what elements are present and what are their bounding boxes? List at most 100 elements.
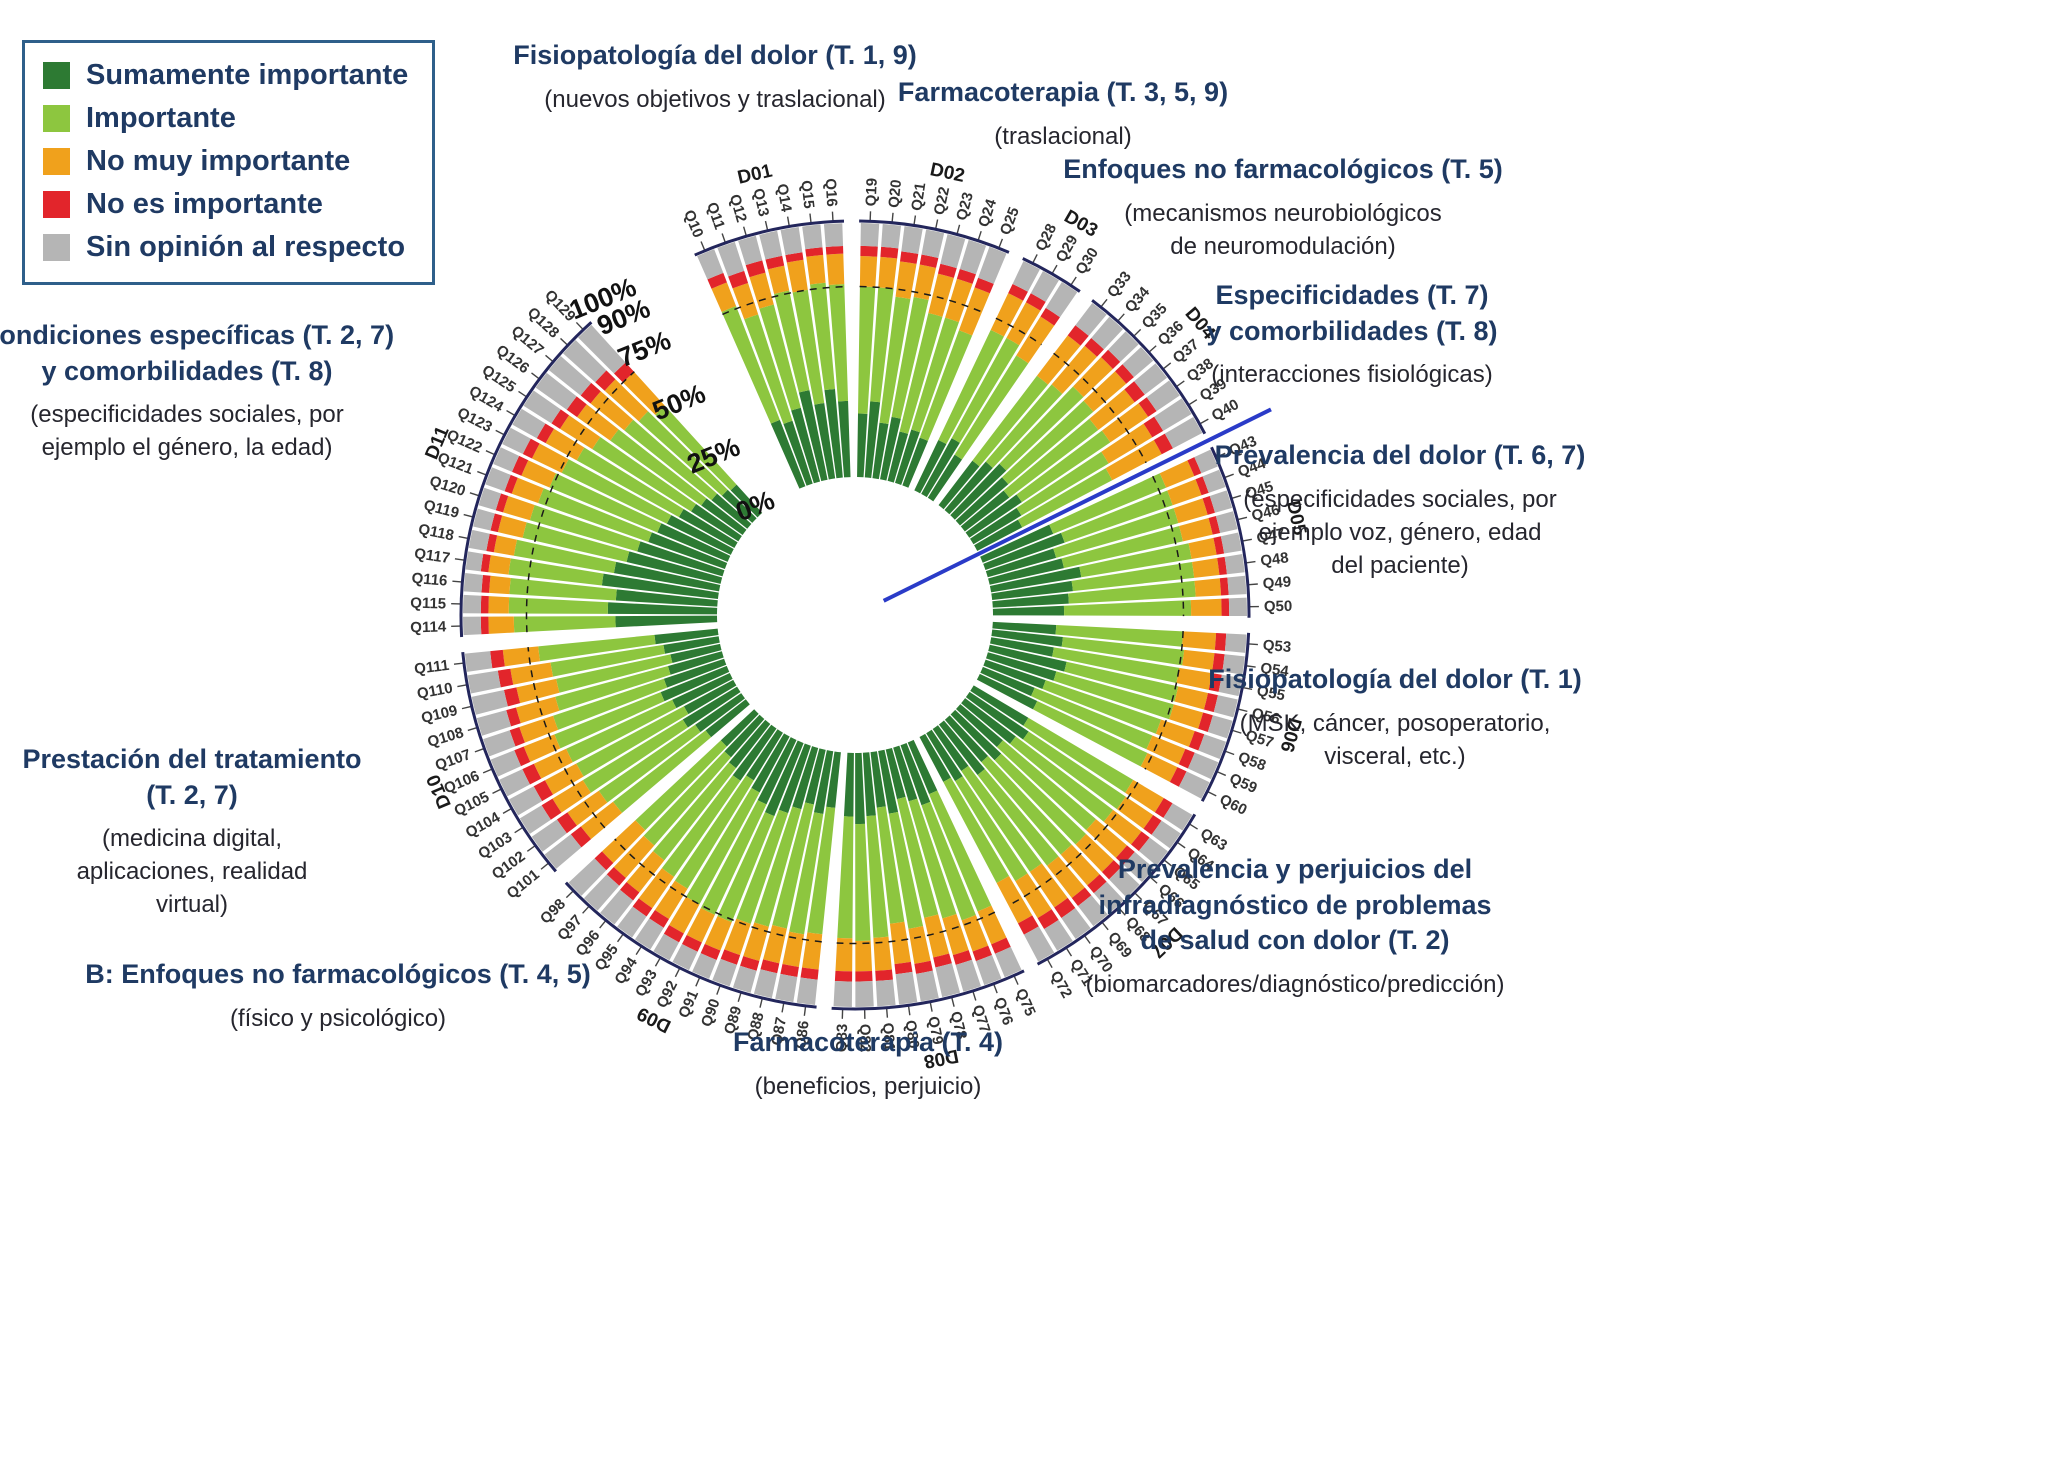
question-tick [457, 684, 467, 688]
bar-segment [976, 673, 1038, 710]
bar-segment [826, 751, 841, 808]
bar-segment [502, 427, 531, 455]
bar-segment [895, 971, 918, 1005]
bar-segment [813, 750, 834, 814]
bar-segment [977, 769, 1059, 866]
bar-segment [855, 981, 874, 1007]
bar-segment [757, 737, 797, 805]
bar-segment [956, 704, 1003, 748]
domain-outer-arc [564, 881, 817, 1009]
bar-segment [1003, 418, 1099, 498]
bar-segment [545, 428, 585, 461]
bar-segment [1219, 577, 1229, 596]
bar-segment [1061, 637, 1185, 666]
bar-segment [1023, 926, 1055, 962]
question-label: Q15 [797, 179, 817, 209]
question-tick [1101, 922, 1109, 931]
question-tick [803, 1006, 807, 1016]
legend-label: Sin opinión al respecto [86, 231, 406, 263]
question-tick [1177, 842, 1186, 849]
bar-segment [897, 796, 939, 918]
bar-segment [775, 973, 798, 1003]
bar-segment [601, 820, 646, 864]
question-tick [477, 470, 486, 476]
bar-segment [700, 943, 721, 960]
bar-segment [950, 709, 1002, 761]
bar-segment [1131, 831, 1150, 852]
question-label: Q82 [856, 1024, 874, 1053]
bar-segment [980, 666, 1035, 697]
question-tick [951, 997, 955, 1007]
question-tick [467, 727, 477, 732]
bar-segment [866, 815, 889, 938]
question-tick [1232, 729, 1242, 734]
bar-segment [1176, 667, 1212, 690]
question-label: Q116 [411, 570, 448, 590]
bar-segment [929, 790, 992, 912]
bar-segment [1154, 398, 1192, 431]
legend-item-no-muy-importante: No muy importante [43, 145, 408, 178]
gridline-75pct [836, 911, 996, 945]
legend-swatch [43, 105, 70, 132]
bar-segment [960, 490, 1010, 532]
bar-segment [566, 699, 677, 763]
bar-segment [919, 733, 951, 782]
question-tick [1189, 823, 1198, 830]
bar-segment [1202, 469, 1226, 493]
bar-segment [548, 356, 592, 396]
bar-segment [919, 330, 973, 441]
question-tick [565, 890, 574, 899]
question-tick [1207, 791, 1217, 797]
bar-segment [732, 282, 759, 320]
bar-segment [1122, 346, 1154, 378]
bar-segment [529, 505, 641, 552]
bar-segment [972, 375, 1048, 467]
question-label: Q56 [1250, 705, 1282, 728]
bar-segment [1061, 526, 1183, 569]
bar-segment [1023, 731, 1126, 810]
question-tick [809, 213, 812, 223]
bar-segment [825, 246, 844, 255]
bar-segment [1084, 337, 1104, 357]
annotation-condiciones-especificas: Condiciones específicas (T. 2, 7) y como… [0, 318, 394, 464]
annotation-farmacoterapia-t4: Farmacoterapia (T. 4) (beneficios, perju… [733, 1025, 1003, 1103]
bar-segment [669, 896, 700, 934]
gridline-75pct [614, 838, 822, 943]
bar-segment [1198, 712, 1213, 732]
annotation-subtitle: (traslacional) [994, 122, 1132, 150]
bar-segment [1023, 717, 1134, 793]
question-tick [463, 513, 473, 518]
bar-segment [942, 914, 969, 956]
question-label: Q90 [698, 997, 724, 1029]
question-tick [1225, 750, 1235, 756]
legend-item-no-es-importante: No es importante [43, 188, 408, 221]
bar-segment [1108, 331, 1139, 362]
bar-segment [1091, 316, 1124, 350]
bar-segment [1017, 468, 1113, 528]
gridline-75pct [995, 317, 1042, 346]
gridline-75pct [525, 371, 635, 633]
bar-segment [1174, 686, 1209, 710]
bar-segment [615, 615, 718, 628]
bar-segment [506, 707, 521, 727]
bar-segment [916, 970, 939, 1002]
bar-segment [959, 239, 987, 275]
bar-segment [653, 933, 680, 961]
bar-segment [893, 745, 918, 802]
bar-segment [1042, 680, 1162, 734]
bar-segment [1153, 433, 1173, 455]
question-label: Q119 [422, 497, 461, 522]
bar-segment [780, 963, 799, 978]
bar-segment [887, 431, 909, 483]
bar-segment [1008, 283, 1028, 301]
bar-segment [736, 809, 789, 924]
bar-segment [1053, 671, 1174, 720]
bar-segment [1154, 798, 1173, 818]
bar-segment [1220, 532, 1242, 554]
bar-segment [860, 245, 878, 257]
question-label: Q115 [410, 595, 446, 613]
bar-segment [1073, 357, 1113, 397]
question-tick [514, 827, 523, 834]
bar-segment [760, 959, 780, 974]
